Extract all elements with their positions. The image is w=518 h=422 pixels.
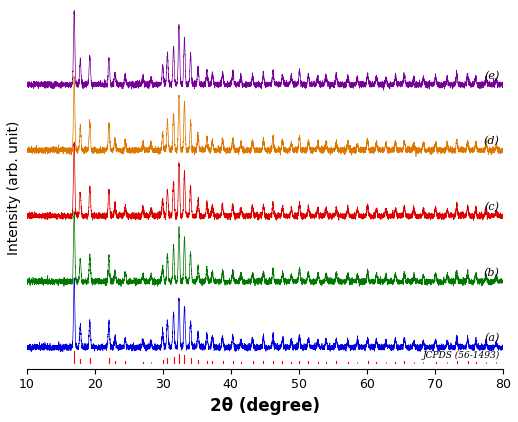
Text: (e): (e) — [484, 70, 500, 81]
X-axis label: 2θ (degree): 2θ (degree) — [210, 397, 320, 415]
Text: (b): (b) — [484, 268, 500, 278]
Text: JCPDS (56-1493): JCPDS (56-1493) — [422, 351, 500, 360]
Y-axis label: Intensity (arb. unit): Intensity (arb. unit) — [7, 121, 21, 255]
Text: (d): (d) — [484, 136, 500, 147]
Text: (c): (c) — [485, 202, 500, 212]
Text: (a): (a) — [484, 333, 500, 344]
